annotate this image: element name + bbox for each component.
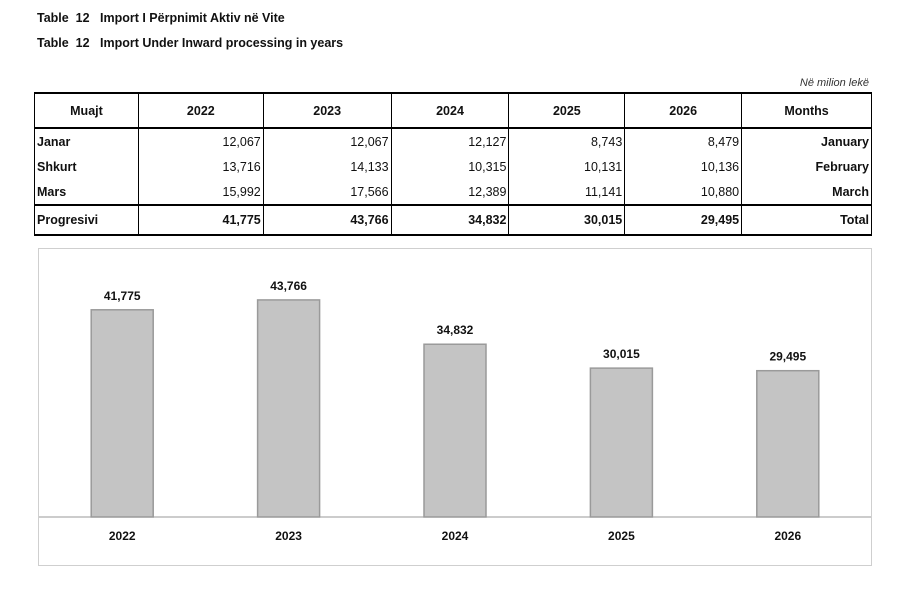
header-2026: 2026	[624, 92, 743, 129]
header-muajt: Muajt	[34, 92, 139, 129]
row-label: Mars	[34, 179, 139, 205]
table-cell: 12,067	[137, 128, 264, 154]
bar-2024	[423, 343, 487, 518]
table-row: Shkurt 13,716 14,133 10,315 10,131 10,13…	[34, 154, 872, 179]
table-cell: 8,479	[624, 128, 743, 154]
x-tick-label-2023: 2023	[275, 529, 302, 543]
table-cell: 11,141	[508, 179, 626, 205]
bar-2025	[589, 367, 654, 518]
total-cell: 29,495	[624, 204, 743, 236]
unit-note: Në milion lekë	[799, 77, 869, 89]
table-cell: 10,315	[390, 154, 510, 179]
data-label-2022: 41,775	[104, 289, 141, 303]
table-title-english: Table 12 Import Under Inward processing …	[37, 36, 344, 50]
row-label: Janar	[34, 128, 139, 154]
table-cell: 10,131	[508, 154, 626, 179]
total-label-english: Total	[741, 204, 872, 236]
table-cell: 15,992	[137, 179, 264, 205]
bar-chart: 41,775 2022 43,766 2023 34,832 2024 30,015 2025…	[39, 279, 871, 543]
header-2022: 2022	[137, 92, 264, 129]
table-cell: 13,716	[137, 154, 264, 179]
x-tick-label-2022: 2022	[109, 529, 136, 543]
total-cell: 30,015	[508, 204, 626, 236]
x-tick-label-2026: 2026	[774, 529, 801, 543]
data-label-2023: 43,766	[270, 279, 307, 293]
table-cell: 14,133	[262, 154, 392, 179]
header-months: Months	[741, 92, 872, 129]
data-label-2024: 34,832	[437, 323, 474, 337]
header-2025: 2025	[508, 92, 626, 129]
table-header-row: Muajt 2022 2023 2024 2025 2026 Months	[34, 92, 872, 129]
bar-2022	[90, 309, 154, 518]
bar-2023	[256, 299, 321, 518]
table-cell: 12,127	[390, 128, 510, 154]
data-label-2026: 29,495	[769, 350, 806, 364]
row-label-english: January	[741, 128, 872, 154]
total-cell: 43,766	[262, 204, 392, 236]
x-tick-label-2025: 2025	[608, 529, 635, 543]
table-title-albanian: Table 12 Import I Përpnimit Aktiv në Vit…	[37, 11, 285, 25]
total-cell: 34,832	[390, 204, 510, 236]
table-row: Mars 15,992 17,566 12,389 11,141 10,880 …	[34, 179, 872, 205]
x-tick-label-2024: 2024	[442, 529, 469, 543]
table-cell: 12,389	[390, 179, 510, 205]
total-label: Progresivi	[34, 204, 139, 236]
table-cell: 10,880	[624, 179, 743, 205]
bar-2026	[756, 369, 820, 518]
header-2024: 2024	[390, 92, 510, 129]
data-table: Muajt 2022 2023 2024 2025 2026 Months Ja…	[34, 92, 872, 236]
table-cell: 8,743	[508, 128, 626, 154]
header-2023: 2023	[262, 92, 392, 129]
table-cell: 17,566	[262, 179, 392, 205]
row-label-english: March	[741, 179, 872, 205]
chart-container: 41,775 2022 43,766 2023 34,832 2024 30,015 2025…	[38, 248, 872, 566]
table-total-row: Progresivi 41,775 43,766 34,832 30,015 2…	[34, 204, 872, 236]
row-label: Shkurt	[34, 154, 139, 179]
table-row: Janar 12,067 12,067 12,127 8,743 8,479 J…	[34, 128, 872, 154]
table-cell: 10,136	[624, 154, 743, 179]
table-cell: 12,067	[262, 128, 392, 154]
data-label-2025: 30,015	[603, 347, 640, 361]
total-cell: 41,775	[137, 204, 264, 236]
row-label-english: February	[741, 154, 872, 179]
